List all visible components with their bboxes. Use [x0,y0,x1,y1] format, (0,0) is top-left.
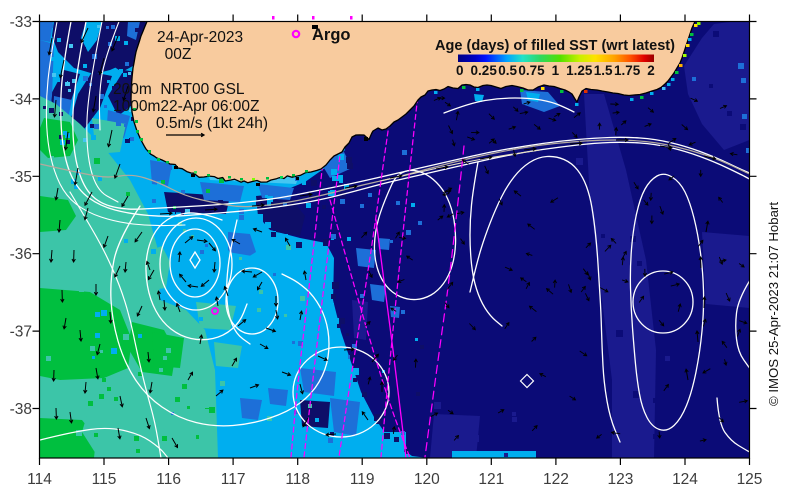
svg-text:-38: -38 [10,401,32,418]
svg-text:0.5: 0.5 [498,63,517,78]
svg-text:0.25: 0.25 [471,63,498,78]
svg-text:115: 115 [92,471,117,488]
svg-text:0.5m/s (1kt 24h): 0.5m/s (1kt 24h) [156,115,268,132]
svg-text:116: 116 [156,471,181,488]
svg-text:1.25: 1.25 [566,63,593,78]
svg-text:121: 121 [478,471,504,488]
svg-text:00Z: 00Z [165,46,192,63]
svg-text:1: 1 [552,63,560,78]
svg-text:1.75: 1.75 [614,63,641,78]
svg-text:117: 117 [221,471,246,488]
svg-text:Argo: Argo [312,26,351,44]
svg-text:124: 124 [672,471,698,488]
svg-text:120: 120 [414,471,440,488]
svg-text:0: 0 [456,63,464,78]
svg-text:-37: -37 [10,324,32,341]
svg-text:-36: -36 [10,246,32,263]
svg-text:-33: -33 [10,14,32,31]
svg-text:1000m22-Apr 06:00Z: 1000m22-Apr 06:00Z [113,98,259,115]
svg-text:114: 114 [27,471,52,488]
svg-text:Age (days) of filled SST (wrt: Age (days) of filled SST (wrt latest) [435,37,675,54]
svg-text:2: 2 [647,63,655,78]
svg-text:-35: -35 [10,169,32,186]
svg-text:123: 123 [607,471,633,488]
svg-text:122: 122 [543,471,569,488]
svg-text:© IMOS 25-Apr-2023 21:07 Hobar: © IMOS 25-Apr-2023 21:07 Hobart [766,202,781,406]
svg-text:-34: -34 [10,91,33,108]
svg-text:119: 119 [350,471,375,488]
svg-text:118: 118 [285,471,310,488]
svg-text:200m NRT00 GSL: 200m NRT00 GSL [113,81,245,98]
svg-text:24-Apr-2023: 24-Apr-2023 [157,29,243,46]
svg-text:125: 125 [737,471,763,488]
svg-text:1.5: 1.5 [594,63,613,78]
svg-text:0.75: 0.75 [518,63,545,78]
